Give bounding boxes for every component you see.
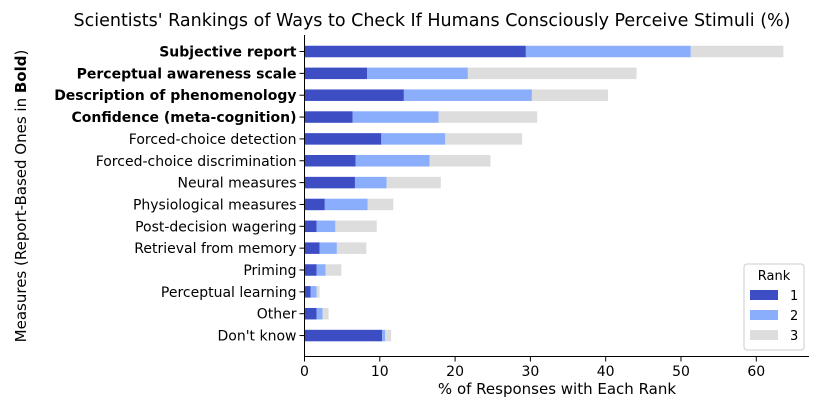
bar-rank-1-row-6 bbox=[304, 155, 356, 167]
category-label: Forced-choice detection bbox=[129, 132, 297, 148]
bar-rank-1-row-14 bbox=[304, 329, 383, 342]
legend-items: 1 2 3 bbox=[750, 289, 798, 344]
category-labels: Subjective report Perceptual awareness sc… bbox=[54, 45, 305, 345]
category-label: Post-decision wagering bbox=[135, 219, 296, 235]
bar-rank-2-row-7 bbox=[354, 176, 387, 189]
category-label: Description of phenomenology bbox=[54, 88, 296, 104]
bar-rank-2-row-13 bbox=[316, 307, 323, 320]
bar-rank-1-row-10 bbox=[304, 242, 320, 254]
bar-rank-3-row-7 bbox=[386, 176, 441, 189]
bar-rank-3-row-3 bbox=[531, 89, 608, 101]
bar-rank-2-row-5 bbox=[381, 133, 446, 145]
bar-rank-2-row-10 bbox=[319, 242, 337, 254]
bar-rank-1-row-5 bbox=[304, 133, 382, 145]
bar-rank-3-row-6 bbox=[429, 155, 491, 167]
category-label: Perceptual learning bbox=[161, 285, 297, 301]
bar-rank-2-row-4 bbox=[352, 111, 439, 123]
bars bbox=[304, 45, 784, 342]
y-axis-label-bold: Bold bbox=[12, 56, 30, 94]
bar-rank-2-row-8 bbox=[324, 198, 368, 211]
bar-rank-1-row-7 bbox=[304, 176, 355, 189]
bar-rank-3-row-11 bbox=[325, 264, 342, 276]
legend-label-2: 2 bbox=[790, 309, 798, 324]
legend-swatch-3 bbox=[750, 330, 778, 340]
x-tick-label: 30 bbox=[521, 364, 539, 380]
legend-frame bbox=[743, 263, 805, 351]
bar-rank-2-row-9 bbox=[316, 220, 336, 233]
bar-rank-3-row-2 bbox=[467, 67, 637, 80]
bar-rank-2-row-1 bbox=[525, 45, 691, 58]
y-axis-label-prefix: Measures (Report-Based Ones in bbox=[12, 93, 30, 342]
legend-label-3: 3 bbox=[790, 329, 798, 344]
category-label: Priming bbox=[243, 263, 296, 279]
legend-swatch-2 bbox=[750, 310, 778, 320]
x-tick-label: 60 bbox=[747, 364, 765, 380]
bar-rank-3-row-4 bbox=[438, 111, 538, 123]
bar-rank-2-row-2 bbox=[366, 67, 468, 80]
bar-rank-3-row-9 bbox=[335, 220, 377, 233]
legend-swatch-1 bbox=[750, 290, 778, 300]
x-ticks: 0 10 20 30 40 50 60 bbox=[300, 356, 765, 380]
bar-rank-1-row-1 bbox=[304, 45, 526, 58]
category-label: Retrieval from memory bbox=[134, 241, 296, 257]
bar-rank-2-row-12 bbox=[310, 286, 317, 298]
bar-rank-1-row-13 bbox=[304, 307, 317, 320]
category-label: Neural measures bbox=[178, 176, 297, 192]
category-label: Confidence (meta-cognition) bbox=[72, 110, 297, 126]
bar-rank-3-row-10 bbox=[336, 242, 367, 254]
bar-rank-3-row-12 bbox=[316, 286, 320, 298]
x-tick-label: 10 bbox=[371, 364, 389, 380]
category-label: Physiological measures bbox=[133, 197, 297, 213]
bar-rank-2-row-6 bbox=[355, 155, 430, 167]
legend-title: Rank bbox=[758, 269, 791, 284]
bar-rank-1-row-9 bbox=[304, 220, 317, 233]
legend-label-1: 1 bbox=[790, 289, 798, 304]
x-tick-label: 20 bbox=[446, 364, 464, 380]
category-label: Subjective report bbox=[159, 45, 297, 61]
bar-rank-1-row-11 bbox=[304, 264, 317, 276]
bar-rank-3-row-14 bbox=[385, 329, 392, 342]
bar-rank-2-row-3 bbox=[403, 89, 532, 101]
bar-rank-3-row-13 bbox=[322, 307, 329, 320]
bar-rank-1-row-8 bbox=[304, 198, 325, 211]
bar-rank-2-row-11 bbox=[316, 264, 326, 276]
category-label: Other bbox=[257, 307, 297, 323]
bar-rank-3-row-8 bbox=[367, 198, 394, 211]
x-tick-label: 50 bbox=[672, 364, 690, 380]
bar-rank-1-row-12 bbox=[304, 286, 311, 298]
category-label: Don't know bbox=[217, 329, 296, 345]
x-tick-label: 40 bbox=[597, 364, 615, 380]
category-label: Perceptual awareness scale bbox=[77, 66, 297, 82]
bar-rank-1-row-4 bbox=[304, 111, 353, 123]
bar-rank-3-row-1 bbox=[690, 45, 784, 58]
legend: Rank 1 2 3 bbox=[743, 263, 805, 351]
bar-rank-1-row-2 bbox=[304, 67, 367, 80]
bar-rank-1-row-3 bbox=[304, 89, 404, 101]
chart-title: Scientists' Rankings of Ways to Check If… bbox=[74, 11, 791, 31]
x-axis-label: % of Responses with Each Rank bbox=[438, 380, 676, 398]
y-axis-label-suffix: ) bbox=[12, 50, 30, 56]
category-label: Forced-choice discrimination bbox=[96, 154, 297, 170]
y-axis-label: Measures (Report-Based Ones in Bold) bbox=[12, 50, 30, 343]
bar-rank-3-row-5 bbox=[445, 133, 523, 145]
x-tick-label: 0 bbox=[300, 364, 309, 380]
bar-rank-2-row-14 bbox=[382, 329, 386, 342]
